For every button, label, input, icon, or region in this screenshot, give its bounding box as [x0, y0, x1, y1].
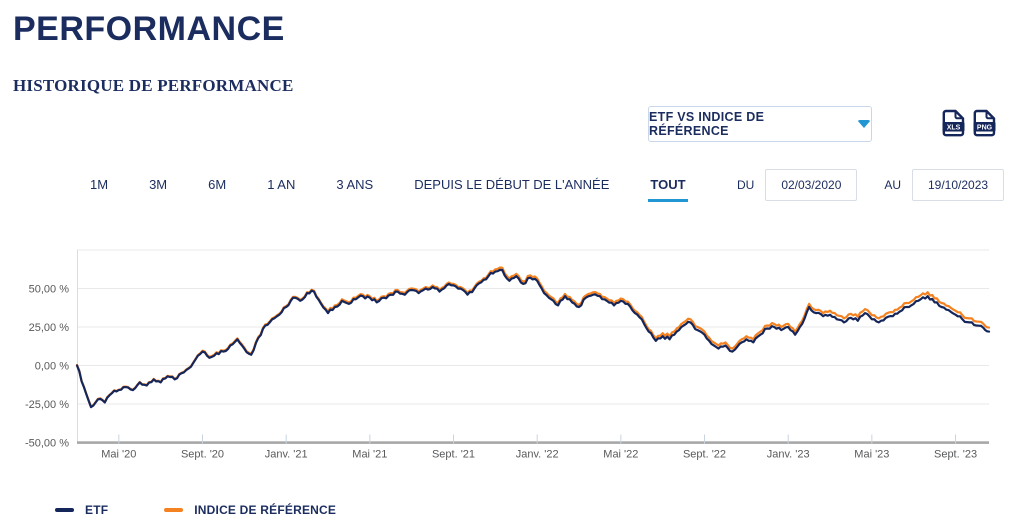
- svg-text:PNG: PNG: [977, 124, 993, 131]
- date-to-input[interactable]: [912, 169, 1005, 201]
- performance-chart: Mai '20 Sept. '20 Janv. '21 Mai '21 Sept. '2…: [25, 249, 991, 461]
- date-from-label: DU: [737, 178, 755, 192]
- y-axis-label: -50,00 %: [25, 438, 69, 450]
- series-select-value: ETF VS INDICE DE RÉFÉRENCE: [649, 110, 765, 138]
- etf-line: [75, 268, 991, 409]
- legend-item-index: INDICE DE RÉFÉRENCE: [164, 503, 336, 517]
- svg-text:XLS: XLS: [947, 124, 961, 131]
- tab-depuis-le-d-but-de-l-ann-e[interactable]: DEPUIS LE DÉBUT DE L'ANNÉE: [414, 177, 610, 192]
- etf-legend-label: ETF: [85, 503, 109, 517]
- x-axis-label: Mai '20: [101, 449, 136, 461]
- series-select-dropdown[interactable]: ETF VS INDICE DE RÉFÉRENCE: [648, 106, 872, 142]
- chevron-down-icon: [857, 120, 871, 128]
- tab-3-ans[interactable]: 3 ANS: [336, 177, 374, 192]
- y-axis-label: 0,00 %: [35, 361, 69, 373]
- tab-3m[interactable]: 3M: [149, 177, 168, 192]
- tab-1m[interactable]: 1M: [90, 177, 109, 192]
- period-tabs: 1M 3M 6M 1 AN 3 ANS DEPUIS LE DÉBUT DE L'ANNÉ…: [88, 173, 688, 202]
- x-axis-label: Mai '23: [854, 449, 889, 461]
- y-axis-label: -25,00 %: [25, 399, 69, 411]
- date-range-controls: DU AU: [737, 169, 1005, 201]
- y-axis-label: 25,00 %: [29, 322, 70, 334]
- y-axis-label: 50,00 %: [29, 284, 70, 296]
- date-from-input[interactable]: [765, 169, 858, 201]
- x-axis-label: Sept. '21: [432, 449, 475, 461]
- x-axis-label: Sept. '22: [683, 449, 726, 461]
- page-title: PERFORMANCE: [13, 10, 285, 48]
- etf-legend-dash: [55, 508, 74, 512]
- export-png-icon[interactable]: PNG: [973, 109, 996, 137]
- x-axis-label: Sept. '23: [934, 449, 977, 461]
- tab-tout[interactable]: TOUT: [648, 173, 688, 202]
- tab-1-an[interactable]: 1 AN: [267, 177, 296, 192]
- x-axis-label: Sept. '20: [181, 449, 224, 461]
- export-xls-icon[interactable]: XLS: [942, 109, 965, 137]
- date-to-label: AU: [884, 178, 902, 192]
- index-legend-dash: [164, 508, 184, 512]
- x-axis-label: Janv. '21: [265, 449, 308, 461]
- chart-legend: ETF INDICE DE RÉFÉRENCE: [55, 503, 336, 517]
- export-buttons: XLS PNG: [942, 109, 996, 137]
- x-axis-label: Janv. '23: [767, 449, 810, 461]
- x-axis-label: Mai '21: [352, 449, 387, 461]
- x-axis-label: Mai '22: [603, 449, 638, 461]
- section-subtitle: HISTORIQUE DE PERFORMANCE: [13, 76, 294, 95]
- index-legend-label: INDICE DE RÉFÉRENCE: [194, 503, 337, 517]
- tab-6m[interactable]: 6M: [208, 177, 227, 192]
- x-axis-label: Janv. '22: [516, 449, 559, 461]
